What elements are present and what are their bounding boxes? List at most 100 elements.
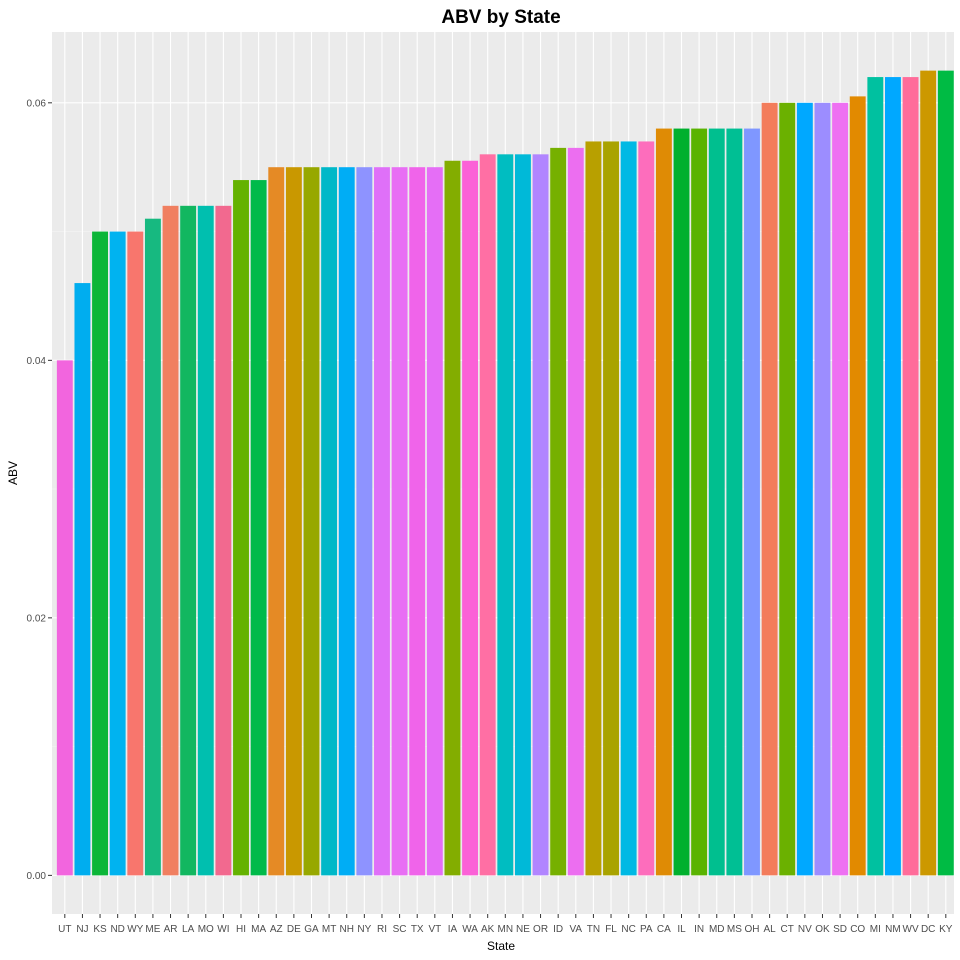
x-tick-label-me: ME <box>145 924 160 935</box>
bar-wa <box>462 160 479 876</box>
bar-ky <box>937 70 954 876</box>
x-tick-label-oh: OH <box>744 924 759 935</box>
bar-nj <box>74 283 91 876</box>
bar-al <box>761 102 778 876</box>
bar-ok <box>814 102 831 876</box>
x-tick-label-ca: CA <box>657 924 671 935</box>
bar-ga <box>303 167 320 876</box>
x-tick-label-ct: CT <box>781 924 794 935</box>
bar-ri <box>374 167 390 876</box>
bar-nc <box>620 141 637 876</box>
bar-va <box>567 147 584 876</box>
x-tick-label-vt: VT <box>428 924 441 935</box>
x-tick-label-ia: IA <box>448 924 458 935</box>
y-axis: 0.00 0.02 0.04 0.06 <box>27 98 52 882</box>
x-tick-label-tx: TX <box>411 924 424 935</box>
x-tick-label-ar: AR <box>164 924 178 935</box>
x-tick-label-ks: KS <box>93 924 107 935</box>
bar-tn <box>585 141 602 876</box>
x-tick-label-nc: NC <box>621 924 635 935</box>
bar-vt <box>426 167 443 876</box>
x-tick-label-ma: MA <box>251 924 266 935</box>
bar-ca <box>655 128 672 876</box>
x-tick-label-co: CO <box>850 924 865 935</box>
bar-nd <box>109 231 126 876</box>
bar-md <box>708 128 725 876</box>
x-tick-label-nj: NJ <box>76 924 88 935</box>
bar-ak <box>479 154 496 876</box>
x-tick-label-wv: WV <box>903 924 919 935</box>
bar-az <box>268 167 285 876</box>
bar-dc <box>920 70 937 876</box>
y-tick-label: 0.02 <box>27 613 47 624</box>
bar-fl <box>603 141 619 876</box>
bar-ma <box>250 180 267 876</box>
bar-mi <box>867 77 884 876</box>
bar-tx <box>409 167 426 876</box>
x-tick-label-id: ID <box>553 924 563 935</box>
bars <box>56 70 954 876</box>
x-tick-label-ne: NE <box>516 924 530 935</box>
x-tick-label-md: MD <box>709 924 725 935</box>
bar-nh <box>338 167 355 876</box>
x-tick-label-tn: TN <box>587 924 600 935</box>
x-tick-label-nv: NV <box>798 924 812 935</box>
bar-wy <box>127 231 144 876</box>
x-tick-label-ut: UT <box>58 924 71 935</box>
bar-mn <box>497 154 514 876</box>
bar-in <box>691 128 708 876</box>
x-tick-label-ok: OK <box>815 924 830 935</box>
x-axis-title: State <box>487 939 515 953</box>
bar-ks <box>92 231 108 876</box>
bar-il <box>673 128 690 876</box>
bar-sc <box>391 167 408 876</box>
x-tick-label-sc: SC <box>393 924 407 935</box>
x-tick-label-wy: WY <box>127 924 143 935</box>
bar-ny <box>356 167 373 876</box>
bar-co <box>849 96 866 876</box>
bar-wv <box>902 77 919 876</box>
x-axis: UT NJ KS ND WY ME AR LA MO WI HI MA AZ DE GA MT NH NY RI SC… <box>58 914 953 935</box>
x-tick-label-sd: SD <box>833 924 847 935</box>
bar-ut <box>56 360 73 876</box>
bar-wi <box>215 205 232 876</box>
bar-ia <box>444 160 461 876</box>
x-tick-label-ak: AK <box>481 924 495 935</box>
bar-ms <box>726 128 743 876</box>
x-tick-label-mi: MI <box>870 924 881 935</box>
x-tick-label-mo: MO <box>198 924 214 935</box>
y-axis-title: ABV <box>6 461 20 485</box>
bar-oh <box>744 128 760 876</box>
bar-nv <box>796 102 813 876</box>
x-tick-label-az: AZ <box>270 924 283 935</box>
x-tick-label-ky: KY <box>939 924 953 935</box>
chart-title: ABV by State <box>441 7 560 28</box>
x-tick-label-nh: NH <box>340 924 354 935</box>
x-tick-label-la: LA <box>182 924 195 935</box>
x-tick-label-ri: RI <box>377 924 387 935</box>
bar-hi <box>233 180 249 876</box>
bar-or <box>532 154 549 876</box>
bar-me <box>144 218 161 876</box>
bar-sd <box>832 102 849 876</box>
x-tick-label-il: IL <box>677 924 686 935</box>
bar-id <box>550 147 567 876</box>
bar-ct <box>779 102 796 876</box>
x-tick-label-wa: WA <box>462 924 478 935</box>
x-tick-label-in: IN <box>694 924 704 935</box>
x-tick-label-pa: PA <box>640 924 653 935</box>
x-tick-label-de: DE <box>287 924 301 935</box>
x-tick-label-fl: FL <box>605 924 617 935</box>
x-tick-label-ms: MS <box>727 924 742 935</box>
x-tick-label-ga: GA <box>304 924 319 935</box>
x-tick-label-dc: DC <box>921 924 935 935</box>
bar-nm <box>885 77 901 876</box>
bar-ar <box>162 205 179 876</box>
bar-la <box>180 205 197 876</box>
x-tick-label-nd: ND <box>110 924 124 935</box>
x-tick-label-mt: MT <box>322 924 336 935</box>
y-tick-label: 0.04 <box>27 356 47 367</box>
bar-de <box>285 167 302 876</box>
